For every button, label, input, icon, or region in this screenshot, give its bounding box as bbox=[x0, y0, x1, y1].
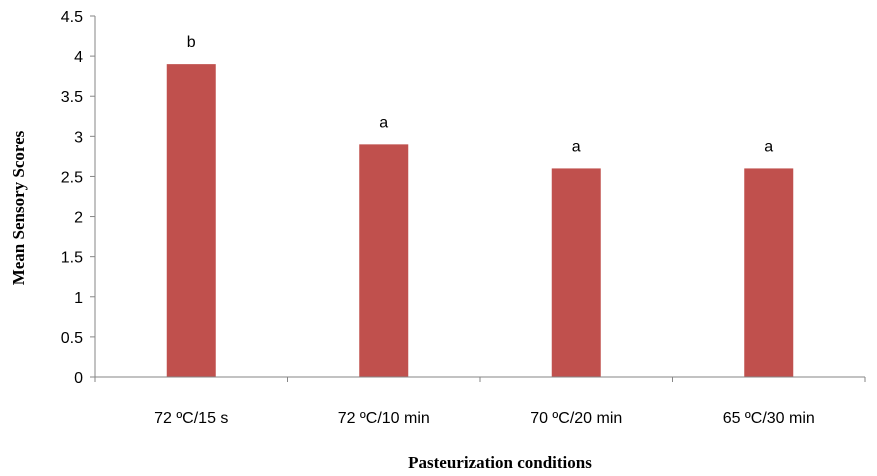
bar bbox=[359, 144, 409, 377]
bar-data-label: a bbox=[379, 114, 388, 131]
y-tick-label: 2.5 bbox=[61, 169, 83, 186]
data-labels: b a a a bbox=[187, 34, 774, 155]
y-tick-label: 2 bbox=[74, 210, 83, 227]
bar bbox=[551, 168, 601, 377]
y-tick-label: 4 bbox=[74, 49, 83, 66]
bar bbox=[166, 64, 216, 377]
y-tick-label: 0 bbox=[74, 370, 83, 387]
x-tick-label: 72 ºC/10 min bbox=[338, 410, 430, 427]
x-axis-title: Pasteurization conditions bbox=[408, 453, 592, 472]
x-tick-label: 72 ºC/15 s bbox=[154, 410, 228, 427]
x-axis-ticks: 72 ºC/15 s 72 ºC/10 min 70 ºC/20 min 65 ºC/… bbox=[94, 377, 866, 427]
y-tick-label: 4.5 bbox=[61, 9, 83, 26]
y-tick-label: 0.5 bbox=[61, 330, 83, 347]
y-tick-label: 3 bbox=[74, 129, 83, 146]
bar-data-label: b bbox=[187, 34, 196, 51]
y-tick-label: 1.5 bbox=[61, 250, 83, 267]
y-tick-label: 3.5 bbox=[61, 89, 83, 106]
bar-data-label: a bbox=[764, 138, 773, 155]
x-tick-label: 65 ºC/30 min bbox=[723, 410, 815, 427]
y-axis-ticks: 0 0.5 1 1.5 2 2.5 3 3.5 4 4.5 bbox=[61, 9, 95, 387]
bars bbox=[166, 64, 794, 377]
bar bbox=[744, 168, 794, 377]
bar-data-label: a bbox=[572, 138, 581, 155]
y-tick-label: 1 bbox=[74, 290, 83, 307]
y-axis-title: Mean Sensory Scores bbox=[9, 130, 28, 285]
x-tick-label: 70 ºC/20 min bbox=[530, 410, 622, 427]
